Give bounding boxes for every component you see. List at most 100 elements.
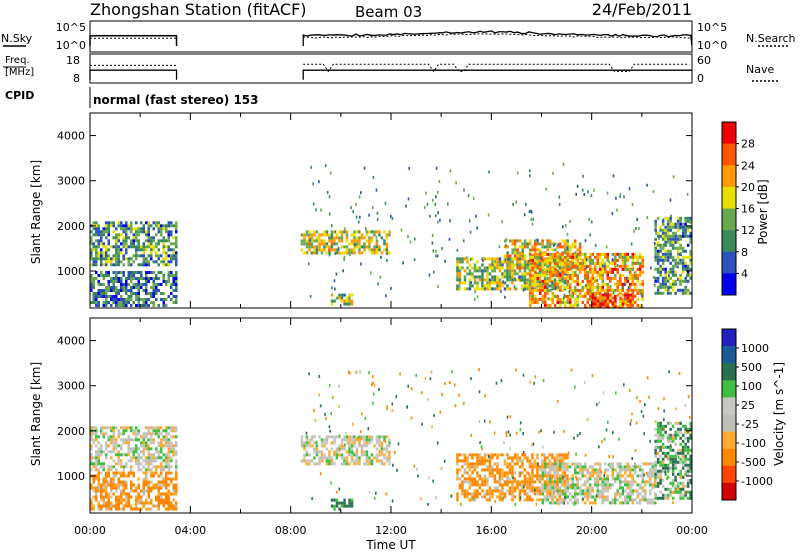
velocity-cell [639, 465, 642, 469]
power-cell [105, 260, 108, 264]
power-cell [330, 299, 334, 303]
power-cell [626, 276, 628, 280]
velocity-cell [107, 504, 110, 508]
power-cell [561, 273, 564, 277]
velocity-cell [609, 483, 612, 487]
power-cell [172, 242, 175, 246]
power-cell [666, 249, 670, 253]
power-cell [105, 271, 108, 274]
velocity-cell [566, 453, 569, 457]
power-cell [112, 271, 115, 274]
power-cell [308, 248, 311, 252]
power-cell [117, 236, 120, 240]
power-cell [328, 195, 331, 199]
velocity-cell [586, 495, 589, 499]
power-cell [117, 277, 120, 280]
velocity-cell [481, 447, 483, 451]
velocity-cell [167, 498, 170, 502]
velocity-cell [631, 480, 634, 484]
power-cell [684, 267, 687, 271]
power-cell [539, 252, 542, 256]
velocity-cell [145, 462, 148, 466]
velocity-cell [319, 472, 322, 476]
power-cell [561, 245, 564, 249]
velocity-cell [659, 472, 662, 476]
power-cell [162, 304, 165, 307]
velocity-cell [646, 498, 649, 502]
velocity-cell [679, 472, 682, 476]
freq-right-tick-top: 60 [697, 54, 711, 67]
power-cell [358, 220, 360, 224]
power-cell [486, 272, 489, 276]
velocity-cell [383, 456, 386, 460]
power-cell [681, 249, 685, 253]
velocity-cell [671, 483, 674, 487]
velocity-cell [97, 453, 100, 457]
power-cell [674, 273, 677, 277]
velocity-cell [310, 435, 314, 439]
power-cell [135, 236, 138, 240]
power-cell [130, 263, 133, 267]
velocity-cell [358, 441, 361, 445]
velocity-colorbar-tick-label: -25 [741, 418, 759, 431]
velocity-cell [466, 480, 469, 484]
power-cell [165, 280, 168, 283]
velocity-cell [388, 444, 391, 448]
power-cell [330, 242, 334, 246]
power-cell [127, 298, 130, 301]
power-cell [591, 279, 594, 283]
velocity-cell [348, 441, 351, 445]
power-cell [338, 293, 341, 297]
velocity-cell [686, 463, 690, 467]
velocity-cell [616, 474, 619, 478]
power-cell [466, 272, 469, 276]
velocity-cell [549, 471, 552, 475]
velocity-cell [355, 438, 359, 442]
velocity-cell [147, 501, 150, 505]
power-cell [315, 251, 319, 255]
power-cell [679, 273, 682, 277]
power-cell [170, 260, 173, 264]
power-cell [312, 182, 314, 186]
velocity-cell [570, 368, 573, 372]
power-cell [585, 258, 588, 262]
power-cell [668, 274, 670, 278]
power-cell [591, 273, 594, 277]
velocity-cell [305, 435, 309, 439]
velocity-cell [689, 433, 692, 437]
velocity-cell [488, 498, 492, 502]
velocity-cell [498, 495, 502, 499]
velocity-cell [599, 465, 602, 469]
velocity-cell [563, 456, 567, 460]
power-cell [385, 294, 387, 298]
velocity-cell [595, 494, 598, 498]
velocity-cell [486, 489, 489, 493]
velocity-cell [548, 468, 552, 472]
power-cell [676, 288, 680, 292]
velocity-cell [619, 480, 622, 484]
power-cell [678, 280, 681, 284]
power-cell [576, 282, 579, 286]
velocity-cell [145, 426, 148, 430]
power-cell [405, 204, 407, 208]
velocity-cell [634, 471, 637, 475]
power-cell [661, 234, 665, 238]
power-cell [546, 291, 549, 295]
velocity-cell [308, 459, 311, 463]
power-cell [325, 230, 329, 234]
power-cell [589, 276, 592, 280]
power-cell [531, 255, 534, 259]
velocity-cell [493, 431, 496, 435]
velocity-cell [105, 507, 108, 511]
power-cell [596, 255, 599, 259]
velocity-cell [551, 465, 554, 469]
velocity-cell [132, 474, 135, 478]
power-cell [536, 276, 539, 280]
power-cell [132, 292, 135, 295]
power-cell [518, 257, 522, 261]
power-cell [521, 287, 524, 291]
velocity-cell [586, 477, 589, 481]
power-cell [534, 267, 537, 271]
velocity-cell [424, 377, 427, 381]
